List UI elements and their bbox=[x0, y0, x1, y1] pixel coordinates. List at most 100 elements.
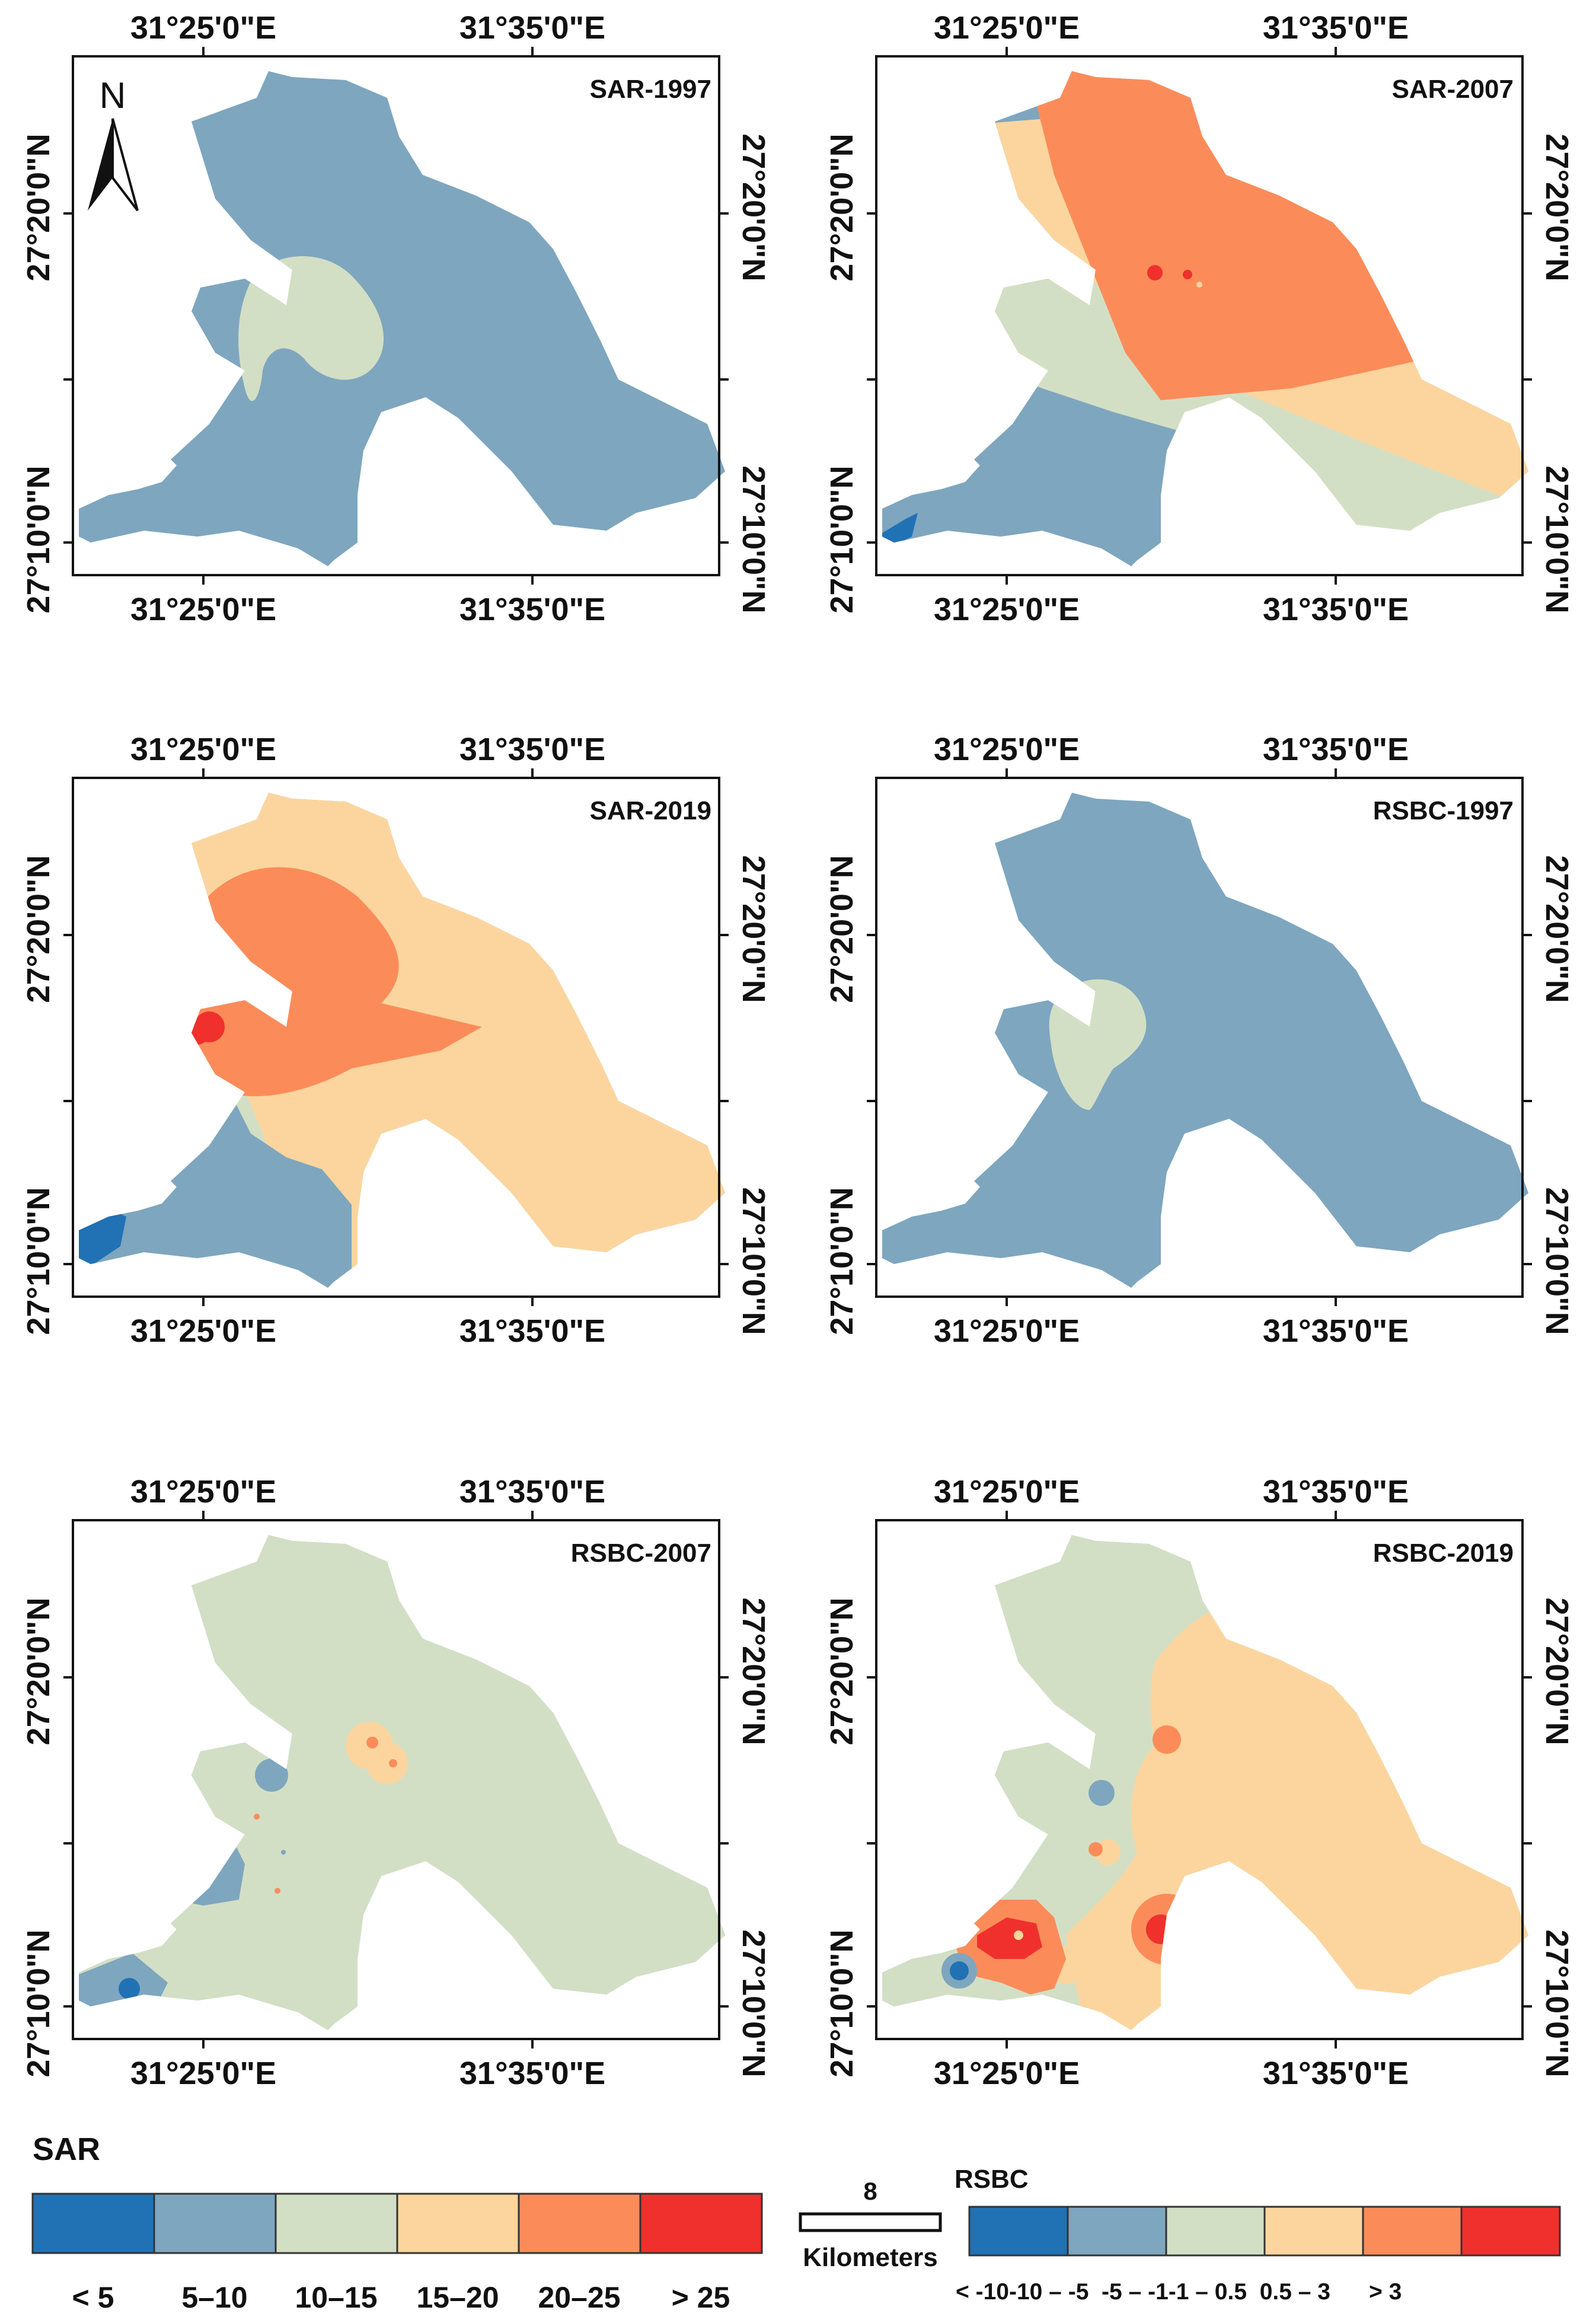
lon-label-bottom-right: 31°35'0"E bbox=[459, 1313, 605, 1349]
lon-label-bottom-right: 31°35'0"E bbox=[1263, 2056, 1409, 2091]
sar-legend-swatch bbox=[518, 2193, 641, 2254]
lon-label-bottom-left: 31°25'0"E bbox=[934, 2056, 1080, 2091]
class-zone-spot bbox=[222, 959, 226, 964]
lon-label-bottom-right: 31°35'0"E bbox=[1263, 592, 1409, 627]
lat-label-right-bottom: 27°10'0"N bbox=[736, 465, 771, 613]
lon-label-top-right: 31°35'0"E bbox=[1263, 732, 1409, 767]
study-area-region bbox=[79, 71, 725, 566]
lat-label-left-bottom: 27°10'0"N bbox=[21, 1929, 56, 2077]
lat-label-left-top: 27°20'0"N bbox=[824, 1597, 860, 1745]
class-zone-spot bbox=[1014, 1930, 1023, 1940]
lon-label-bottom-right: 31°35'0"E bbox=[1263, 1313, 1409, 1349]
lat-label-right-top: 27°20'0"N bbox=[736, 1597, 771, 1745]
lon-label-top-left: 31°25'0"E bbox=[130, 1474, 276, 1510]
lat-label-right-bottom: 27°10'0"N bbox=[1539, 1187, 1575, 1335]
class-zone-spot bbox=[1196, 282, 1202, 288]
sar-legend-title: SAR bbox=[33, 2131, 100, 2167]
sar-legend-swatch bbox=[31, 2193, 155, 2254]
lat-label-right-bottom: 27°10'0"N bbox=[1539, 465, 1575, 613]
lon-label-top-right: 31°35'0"E bbox=[1263, 1474, 1409, 1510]
lon-label-bottom-left: 31°25'0"E bbox=[934, 1313, 1080, 1349]
rsbc-legend-swatch bbox=[1067, 2206, 1167, 2257]
lon-label-bottom-left: 31°25'0"E bbox=[130, 1313, 276, 1349]
sar-legend-label: 5–10 bbox=[181, 2281, 247, 2314]
lat-label-right-top: 27°20'0"N bbox=[1539, 855, 1575, 1003]
lon-label-top-right: 31°35'0"E bbox=[1263, 10, 1409, 46]
lon-label-top-left: 31°25'0"E bbox=[934, 10, 1080, 46]
class-zones bbox=[882, 1535, 1528, 2030]
lat-label-left-bottom: 27°10'0"N bbox=[21, 1187, 56, 1335]
sar-legend-label: < 5 bbox=[72, 2281, 114, 2314]
lat-label-right-top: 27°20'0"N bbox=[736, 855, 771, 1003]
class-zone-spot bbox=[1146, 1914, 1176, 1944]
lat-label-right-top: 27°20'0"N bbox=[736, 133, 771, 281]
rsbc-legend-title: RSBC bbox=[955, 2165, 1029, 2194]
map-panel-rsbc-1997: 31°25'0"E 31°35'0"E 31°25'0"E 31°35'0"E 27°2… bbox=[824, 732, 1575, 1349]
rsbc-legend-swatch bbox=[1362, 2206, 1463, 2257]
class-zone-spot bbox=[366, 1737, 378, 1748]
rsbc-legend-swatch bbox=[968, 2206, 1069, 2257]
panel-title: RSBC-2007 bbox=[571, 1539, 711, 1568]
sar-legend-label: 10–15 bbox=[295, 2281, 377, 2314]
panel-map-area bbox=[79, 793, 725, 1288]
panel-map-area bbox=[79, 1535, 725, 2030]
lat-label-left-top: 27°20'0"N bbox=[824, 855, 860, 1003]
lat-label-left-top: 27°20'0"N bbox=[21, 133, 56, 281]
map-panel-sar-1997: 31°25'0"E 31°35'0"E 31°25'0"E 31°35'0"E 27°2… bbox=[21, 10, 771, 627]
study-area-region bbox=[882, 793, 1528, 1288]
sar-legend-swatches bbox=[31, 2193, 763, 2254]
scale-bar-units: Kilometers bbox=[803, 2243, 937, 2272]
class-zones bbox=[882, 71, 1528, 566]
lat-label-left-top: 27°20'0"N bbox=[21, 1597, 56, 1745]
lon-label-top-left: 31°25'0"E bbox=[130, 10, 276, 46]
panel-title: SAR-2007 bbox=[1392, 75, 1514, 104]
sar-legend-swatch bbox=[274, 2193, 398, 2254]
lon-label-bottom-left: 31°25'0"E bbox=[130, 592, 276, 627]
map-frame bbox=[72, 55, 720, 576]
lon-label-top-left: 31°25'0"E bbox=[934, 732, 1080, 767]
panel-map-area bbox=[882, 793, 1528, 1288]
sar-legend-swatch bbox=[396, 2193, 520, 2254]
class-zone-spot bbox=[281, 1850, 286, 1855]
class-zone bbox=[162, 1829, 245, 1906]
north-arrow-label: N bbox=[100, 75, 126, 116]
class-zone-spot bbox=[1147, 265, 1163, 280]
lon-label-top-left: 31°25'0"E bbox=[934, 1474, 1080, 1510]
lat-label-right-bottom: 27°10'0"N bbox=[736, 1929, 771, 2077]
lon-label-top-right: 31°35'0"E bbox=[459, 732, 605, 767]
sar-legend-label: 15–20 bbox=[416, 2281, 499, 2314]
class-zone bbox=[174, 867, 482, 1097]
rsbc-legend-swatches bbox=[968, 2206, 1561, 2257]
class-zone-spot bbox=[950, 1961, 969, 1980]
map-panel-rsbc-2007: 31°25'0"E 31°35'0"E 31°25'0"E 31°35'0"E 27°2… bbox=[21, 1474, 771, 2091]
sar-legend-label: 20–25 bbox=[538, 2281, 620, 2314]
panel-title: SAR-1997 bbox=[590, 75, 711, 104]
rsbc-legend-swatch bbox=[1165, 2206, 1266, 2257]
class-zone-spot bbox=[1089, 1842, 1103, 1856]
sar-legend-labels: < 5 5–10 10–15 15–20 20–25 > 25 bbox=[72, 2281, 730, 2314]
panel-title: RSBC-2019 bbox=[1373, 1539, 1514, 1568]
class-zone-spot bbox=[1183, 270, 1192, 279]
panel-map-area bbox=[882, 71, 1528, 566]
lon-label-bottom-right: 31°35'0"E bbox=[459, 592, 605, 627]
panel-title: RSBC-1997 bbox=[1373, 796, 1514, 825]
map-frame bbox=[72, 1519, 720, 2040]
map-frame bbox=[72, 777, 720, 1298]
class-zone-spot bbox=[186, 1021, 209, 1045]
class-zone-spot bbox=[1089, 1780, 1115, 1806]
rsbc-legend-swatch bbox=[1263, 2206, 1364, 2257]
class-zone-spot bbox=[119, 1978, 140, 1999]
lat-label-left-bottom: 27°10'0"N bbox=[824, 465, 860, 613]
class-zone-spot bbox=[1131, 1894, 1202, 1965]
sar-legend-label: > 25 bbox=[672, 2281, 730, 2314]
rsbc-legend-labels: < -10-10 – -5 -5 – -1-1 – 0.5 0.5 – 3 > … bbox=[956, 2279, 1402, 2305]
lat-label-right-bottom: 27°10'0"N bbox=[736, 1187, 771, 1335]
class-zone-spot bbox=[274, 1888, 280, 1894]
lat-label-left-bottom: 27°10'0"N bbox=[21, 465, 56, 613]
map-panel-sar-2019: 31°25'0"E 31°35'0"E 31°25'0"E 31°35'0"E 27°2… bbox=[21, 732, 771, 1349]
scale-bar-value: 8 bbox=[863, 2177, 877, 2205]
lat-label-left-bottom: 27°10'0"N bbox=[824, 1187, 860, 1335]
north-arrow-icon-outline bbox=[111, 118, 139, 212]
lat-label-right-top: 27°20'0"N bbox=[1539, 133, 1575, 281]
class-zone bbox=[1024, 71, 1469, 400]
